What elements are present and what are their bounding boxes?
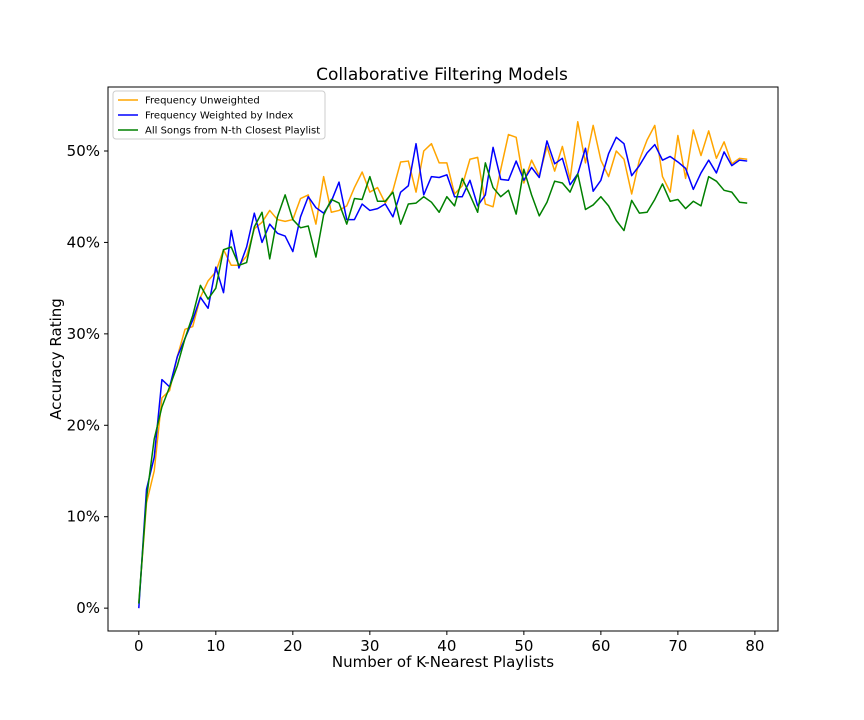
chart-title: Collaborative Filtering Models [316, 65, 568, 85]
x-tick-label: 70 [668, 637, 687, 655]
x-tick-label: 0 [134, 637, 144, 655]
x-axis-title: Number of K-Nearest Playlists [332, 653, 554, 671]
x-tick-label: 30 [360, 637, 379, 655]
y-tick-label: 30% [67, 325, 100, 343]
series-line-2 [138, 136, 748, 609]
y-tick-label: 50% [67, 142, 100, 160]
plot-frame [107, 86, 779, 632]
x-axis: 0 10 20 30 40 50 60 70 80 [134, 631, 764, 655]
x-tick-label: 20 [283, 637, 302, 655]
y-tick-label: 10% [67, 508, 100, 526]
y-axis-title: Accuracy Rating [47, 298, 65, 420]
x-tick-label: 60 [591, 637, 610, 655]
x-tick-label: 80 [745, 637, 764, 655]
legend-label-3: All Songs from N-th Closest Playlist [145, 126, 320, 137]
x-tick-label: 40 [437, 637, 456, 655]
x-tick-label: 10 [206, 637, 225, 655]
y-axis: 0% 10% 20% 30% 40% 50% [67, 142, 108, 617]
x-tick-label: 50 [514, 637, 533, 655]
legend: Frequency Unweighted Frequency Weighted b… [112, 90, 326, 140]
series-line-3 [138, 162, 748, 604]
series-layer [138, 120, 748, 609]
legend-label-1: Frequency Unweighted [145, 96, 260, 107]
legend-label-2: Frequency Weighted by Index [145, 111, 293, 122]
y-tick-label: 0% [76, 599, 100, 617]
legend-box [112, 90, 326, 140]
y-tick-label: 20% [67, 416, 100, 434]
y-tick-label: 40% [67, 233, 100, 251]
series-line-1 [138, 120, 748, 604]
